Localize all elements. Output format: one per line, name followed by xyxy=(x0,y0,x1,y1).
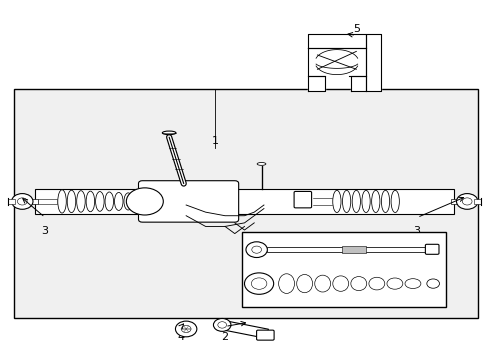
Text: 4: 4 xyxy=(177,332,184,342)
Bar xyxy=(341,246,366,253)
Text: 1: 1 xyxy=(211,136,218,146)
Bar xyxy=(450,199,462,204)
Ellipse shape xyxy=(351,190,360,212)
Ellipse shape xyxy=(114,193,123,211)
FancyBboxPatch shape xyxy=(256,330,274,340)
Circle shape xyxy=(18,198,27,205)
Circle shape xyxy=(244,273,273,294)
Bar xyxy=(242,232,446,307)
Circle shape xyxy=(456,194,477,209)
Text: 3: 3 xyxy=(413,226,420,237)
Ellipse shape xyxy=(77,191,85,212)
Bar xyxy=(26,199,38,204)
Bar xyxy=(267,247,427,252)
Bar xyxy=(8,199,15,204)
Circle shape xyxy=(213,319,230,331)
Ellipse shape xyxy=(361,190,369,212)
Text: 5: 5 xyxy=(352,23,359,33)
Ellipse shape xyxy=(86,191,95,212)
Ellipse shape xyxy=(342,190,350,212)
FancyBboxPatch shape xyxy=(138,181,238,222)
Ellipse shape xyxy=(123,193,132,210)
Ellipse shape xyxy=(296,274,312,293)
Polygon shape xyxy=(366,33,380,91)
Text: 2: 2 xyxy=(221,332,228,342)
Ellipse shape xyxy=(314,275,330,292)
Ellipse shape xyxy=(95,192,104,211)
Circle shape xyxy=(12,194,33,209)
Circle shape xyxy=(245,242,267,257)
Ellipse shape xyxy=(404,279,420,288)
Polygon shape xyxy=(307,33,366,48)
Ellipse shape xyxy=(371,190,379,212)
Polygon shape xyxy=(220,320,268,338)
Text: 6: 6 xyxy=(247,266,254,276)
Bar xyxy=(38,199,57,204)
Circle shape xyxy=(175,321,197,337)
Ellipse shape xyxy=(58,190,66,213)
Ellipse shape xyxy=(332,276,348,291)
Ellipse shape xyxy=(390,190,399,212)
Polygon shape xyxy=(307,76,324,91)
Ellipse shape xyxy=(381,190,389,212)
FancyBboxPatch shape xyxy=(293,192,311,208)
FancyBboxPatch shape xyxy=(425,244,438,254)
Ellipse shape xyxy=(368,277,384,290)
Circle shape xyxy=(251,246,261,253)
Text: 3: 3 xyxy=(41,226,48,237)
Circle shape xyxy=(181,325,191,333)
Ellipse shape xyxy=(257,162,265,165)
Ellipse shape xyxy=(350,276,366,291)
Bar xyxy=(35,189,453,214)
Circle shape xyxy=(461,198,471,205)
Bar xyxy=(14,89,477,318)
Polygon shape xyxy=(312,48,361,76)
Ellipse shape xyxy=(278,274,294,293)
Ellipse shape xyxy=(386,278,402,289)
Ellipse shape xyxy=(133,193,142,210)
Circle shape xyxy=(251,278,266,289)
Polygon shape xyxy=(351,76,366,91)
Circle shape xyxy=(126,188,163,215)
Bar xyxy=(473,199,480,204)
Ellipse shape xyxy=(332,190,340,212)
Ellipse shape xyxy=(105,192,113,211)
Ellipse shape xyxy=(162,131,176,135)
Circle shape xyxy=(217,322,226,328)
Circle shape xyxy=(426,279,439,288)
Ellipse shape xyxy=(67,190,76,213)
